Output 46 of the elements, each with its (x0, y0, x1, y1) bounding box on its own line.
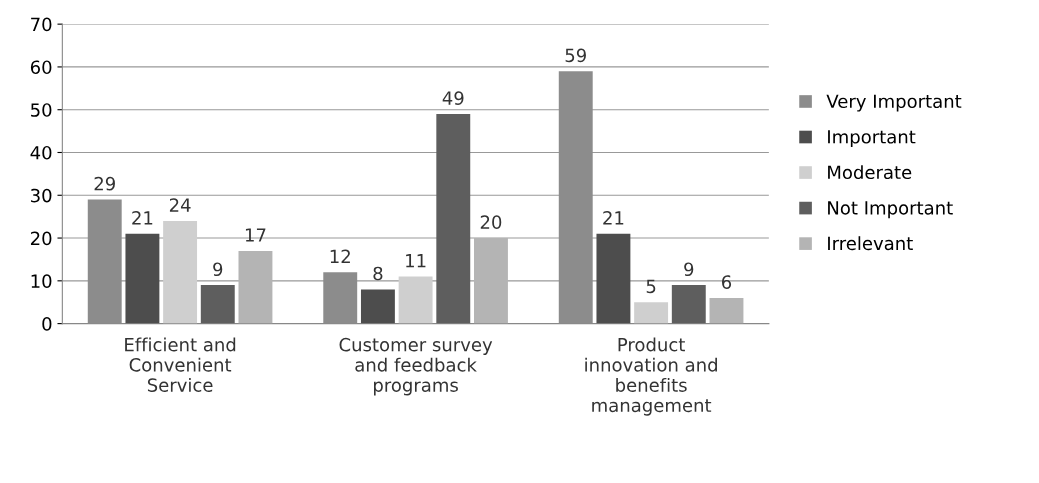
x-tick-label: Product innovation and benefits management (585, 337, 717, 416)
y-tick-label: 60 (30, 60, 52, 75)
data-label: 8 (373, 266, 383, 281)
legend-label: Very Important (826, 94, 962, 112)
y-tick-label: 10 (31, 274, 52, 288)
data-label: 24 (169, 198, 191, 212)
data-label: 9 (213, 262, 223, 277)
bar (474, 238, 508, 324)
data-label: 9 (684, 262, 694, 277)
bar (709, 297, 744, 324)
data-label: 11 (406, 254, 426, 268)
legend-label: Not Important (828, 201, 953, 219)
bar (596, 233, 631, 324)
data-label: 5 (646, 279, 656, 294)
x-tick-label: Efficient and Convenient Service (125, 337, 236, 392)
data-label: 21 (132, 211, 153, 225)
legend-label: Important (828, 130, 916, 148)
bar (163, 220, 198, 324)
data-label: 21 (603, 211, 624, 225)
data-label: 12 (330, 249, 350, 263)
bar (323, 272, 358, 324)
data-label: 17 (245, 228, 266, 242)
x-tick-label: Customer survey and feedback programs (339, 337, 493, 396)
data-label: 59 (565, 48, 586, 63)
legend-label: Moderate (828, 165, 912, 180)
data-label: 29 (94, 176, 115, 191)
data-label: 49 (442, 91, 464, 105)
bar (398, 276, 433, 324)
bar (436, 113, 471, 324)
y-tick-label: 70 (31, 17, 52, 32)
y-tick-label: 20 (30, 231, 52, 246)
bar (200, 285, 235, 324)
bar (360, 289, 395, 324)
data-label: 6 (721, 275, 732, 289)
bar (125, 233, 160, 324)
bar (87, 199, 122, 324)
bar (558, 71, 593, 324)
bar (634, 302, 669, 324)
y-tick-label: 50 (31, 103, 52, 117)
legend-label: Irrelevant (828, 236, 913, 251)
y-tick-label: 30 (31, 188, 52, 203)
bar (238, 250, 273, 324)
data-label: 20 (480, 215, 502, 229)
bar (671, 285, 706, 324)
y-tick-label: 0 (42, 317, 52, 331)
y-tick-label: 40 (30, 145, 52, 160)
